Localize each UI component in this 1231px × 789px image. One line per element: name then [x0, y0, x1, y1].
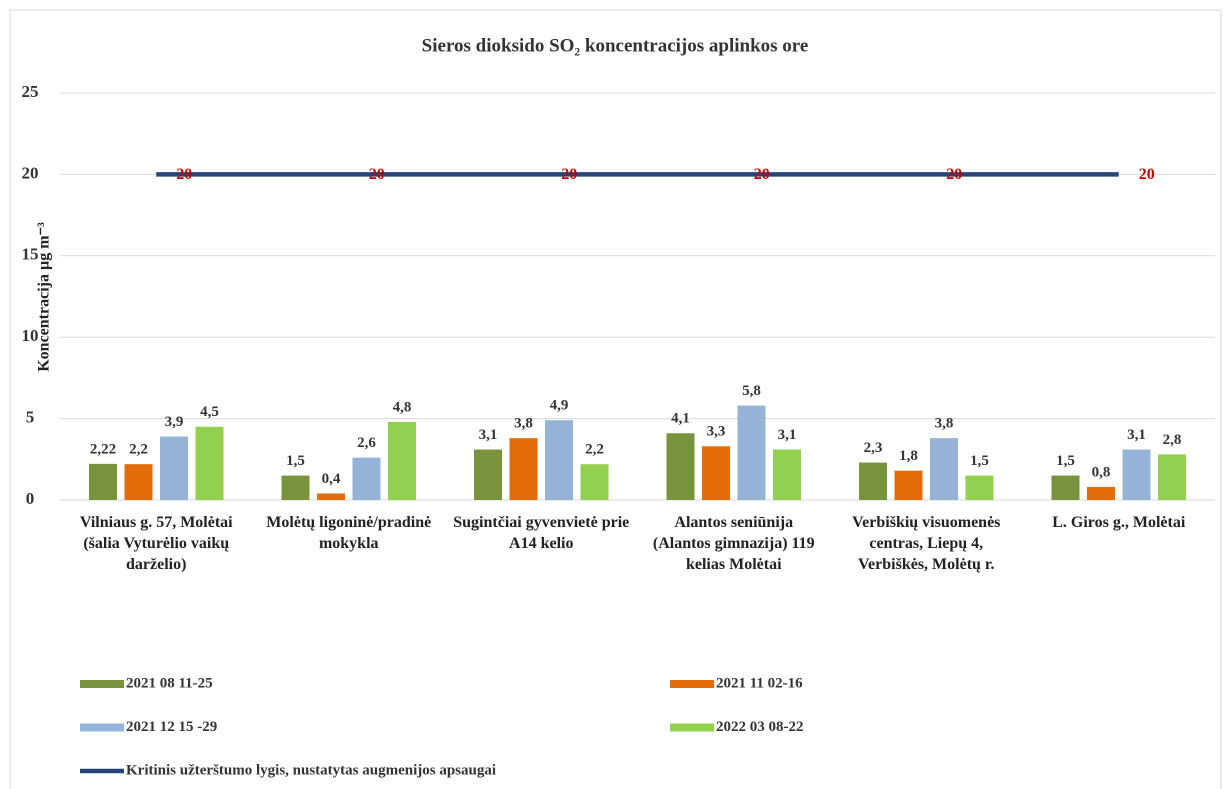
data-label: 2,8 [1163, 432, 1182, 448]
data-label: 3,1 [778, 427, 797, 443]
chart-frame [9, 9, 1222, 789]
bar [509, 438, 538, 500]
data-label: 2,22 [90, 441, 116, 457]
data-label: 3,8 [514, 416, 533, 432]
data-label: 3,9 [165, 414, 184, 430]
bar [89, 463, 117, 500]
legend-swatch [670, 680, 714, 688]
x-tick-label: Sugintčiai gyvenvietė prie A14 kelio [453, 514, 630, 552]
data-label: 1,5 [970, 453, 989, 469]
x-tick-label: Molėtų ligoninė/pradinė mokykla [266, 514, 432, 552]
data-label: 1,5 [1056, 453, 1075, 469]
bar [388, 421, 416, 500]
data-label: 20 [754, 166, 770, 183]
data-label: 3,3 [707, 424, 726, 440]
bar [124, 464, 153, 500]
data-label: 4,8 [393, 399, 412, 415]
data-label: 20 [946, 166, 962, 183]
bar [545, 420, 573, 500]
bar [666, 433, 695, 500]
bar [859, 462, 887, 500]
bar [195, 426, 224, 500]
bar [317, 493, 345, 500]
bar [930, 438, 958, 500]
x-tick-label: Alantos seniūnija (Alantos gimnazija) 11… [652, 514, 815, 573]
legend-label: 2021 08 11-25 [126, 675, 213, 691]
y-tick-label: 0 [26, 489, 35, 508]
data-label: 2,2 [129, 442, 148, 458]
bar [702, 446, 730, 500]
x-tick-label: L. Giros g., Molėtai [1052, 514, 1186, 531]
data-label: 2,3 [864, 440, 883, 456]
bar [737, 405, 766, 500]
bar [580, 464, 609, 500]
x-tick-label: Vilniaus g. 57, Molėtai (šalia Vyturėlio… [79, 514, 233, 573]
data-label: 20 [561, 166, 577, 183]
legend-label: 2021 11 02-16 [716, 675, 803, 691]
data-label: 3,1 [479, 427, 498, 443]
data-label: 0,8 [1092, 464, 1111, 480]
data-label: 20 [176, 166, 192, 183]
bar [1051, 475, 1080, 500]
bar [160, 436, 188, 500]
legend-label: 2021 12 15 -29 [126, 719, 217, 735]
data-label: 2,6 [357, 435, 376, 451]
bar [281, 475, 310, 500]
legend-label: Kritinis užterštumo lygis, nustatytas au… [126, 762, 496, 778]
bar [894, 470, 923, 500]
legend-label: 2022 03 08-22 [716, 719, 804, 735]
y-tick-label: 5 [26, 408, 35, 427]
data-label: 3,8 [935, 416, 954, 432]
data-label: 5,8 [742, 383, 761, 399]
bar [474, 449, 502, 500]
data-label: 0,4 [322, 471, 341, 487]
data-label: 4,5 [200, 404, 219, 420]
legend-swatch [670, 723, 714, 732]
legend-swatch [80, 723, 124, 732]
bar [965, 475, 994, 500]
data-label: 1,8 [899, 448, 918, 464]
y-tick-label: 15 [22, 245, 39, 264]
y-tick-label: 20 [22, 163, 39, 182]
y-axis-label: Koncentracija µg m⁻³ [36, 222, 53, 372]
bar [1158, 454, 1186, 500]
data-label: 2,2 [585, 442, 604, 458]
data-label: 1,5 [286, 453, 305, 469]
bar [1087, 486, 1115, 500]
bar [352, 457, 381, 500]
bar [1122, 449, 1151, 500]
chart-title: Sieros dioksido SO₂ koncentracijos aplin… [422, 35, 809, 56]
data-label: 20 [369, 166, 385, 183]
y-tick-label: 10 [22, 326, 39, 345]
legend-swatch [80, 680, 124, 688]
data-label: 3,1 [1127, 427, 1146, 443]
data-label: 20 [1139, 166, 1155, 183]
y-tick-label: 25 [22, 82, 39, 101]
bar [773, 449, 801, 500]
data-label: 4,1 [671, 411, 690, 427]
x-tick-label: Verbiškių visuomenės centras, Liepų 4, V… [852, 514, 1001, 573]
data-label: 4,9 [550, 398, 569, 414]
